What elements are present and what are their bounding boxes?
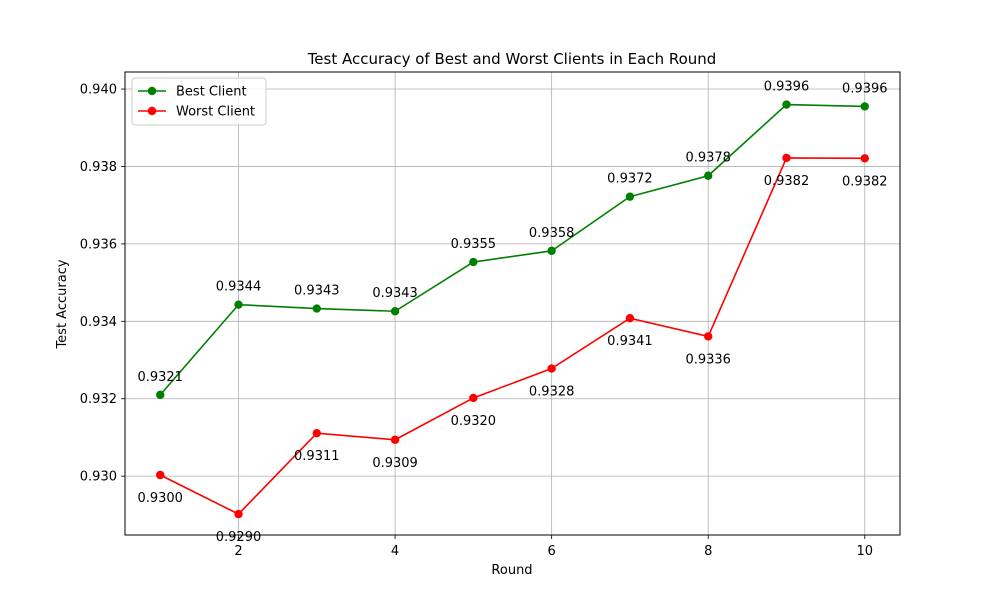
legend-marker-best-client [147,86,157,96]
best-client-point [469,257,478,267]
worst-client-data-label: 0.9336 [685,352,731,367]
legend-label-best-client: Best Client [176,85,247,100]
best-client-data-label: 0.9321 [137,370,183,385]
legend-marker-worst-client [147,106,157,116]
best-client-data-label: 0.9355 [451,237,497,252]
best-client-point [390,307,400,316]
y-tick-label: 0.936 [80,237,117,252]
worst-client-data-label: 0.9341 [607,334,653,349]
x-tick-label: 4 [391,544,399,559]
best-client-data-label: 0.9344 [216,280,262,295]
y-tick-label: 0.930 [80,470,117,485]
best-client-line [159,103,865,396]
y-tick-label: 0.938 [80,160,117,175]
best-client-data-label: 0.9372 [607,172,653,187]
legend-label-worst-client: Worst Client [176,105,255,120]
worst-client-point [156,470,165,480]
worst-client-point [312,428,321,438]
chart-title: Test Accuracy of Best and Worst Clients … [307,50,717,68]
best-client-data-label: 0.9358 [529,226,575,241]
legend-box [131,77,267,126]
y-tick-label: 0.940 [80,83,117,98]
worst-client-point [860,154,869,163]
best-client-point [312,304,321,313]
best-client-data-label: 0.9396 [842,81,888,96]
best-client-data-label: 0.9396 [764,80,810,95]
worst-client-point [469,393,478,403]
grid [125,72,900,535]
worst-client-point [390,435,400,444]
y-tick-label: 0.932 [80,392,117,407]
worst-client-point [234,509,243,519]
best-client-data-label: 0.9343 [372,286,418,301]
worst-client-data-label: 0.9311 [294,449,340,464]
worst-client-data-label: 0.9328 [529,385,575,400]
worst-client-point [547,364,556,373]
x-axis-label: Round [491,563,532,578]
y-tick-label: 0.934 [80,315,117,330]
worst-client-data-label: 0.9300 [137,491,183,506]
worst-client-line [159,157,865,516]
worst-client-data-label: 0.9320 [451,414,497,429]
best-client-point [547,246,556,256]
x-tick-label: 10 [856,544,873,559]
worst-client-data-label: 0.9309 [372,456,418,471]
best-client-point [234,300,243,309]
best-client-data-label: 0.9378 [685,151,731,166]
best-client-point [156,390,165,400]
worst-client-point [704,332,713,341]
y-axis-label: Test Accuracy [55,259,70,349]
legend: Best Client Worst Client [131,77,267,126]
x-tick-label: 8 [704,544,712,559]
series-lines [156,100,869,519]
worst-client-point [782,153,791,163]
worst-client-data-label: 0.9382 [764,174,810,189]
x-tick-label: 2 [234,544,242,559]
plot-frame [124,71,901,536]
axis-ticks: 2 4 6 8 10 0.930 0.932 0.934 0.936 0.938 0.940 [80,83,873,559]
best-client-point [860,102,869,111]
best-client-data-label: 0.9343 [294,284,340,299]
best-client-point [625,192,635,201]
best-client-point [782,100,791,109]
worst-client-point [625,314,635,323]
data-labels: 0.9321 0.9344 0.9343 0.9343 0.9355 0.9358 0.93… [137,80,887,546]
worst-client-data-label: 0.9382 [842,174,888,189]
best-client-point [704,171,713,180]
x-tick-label: 6 [548,544,556,559]
